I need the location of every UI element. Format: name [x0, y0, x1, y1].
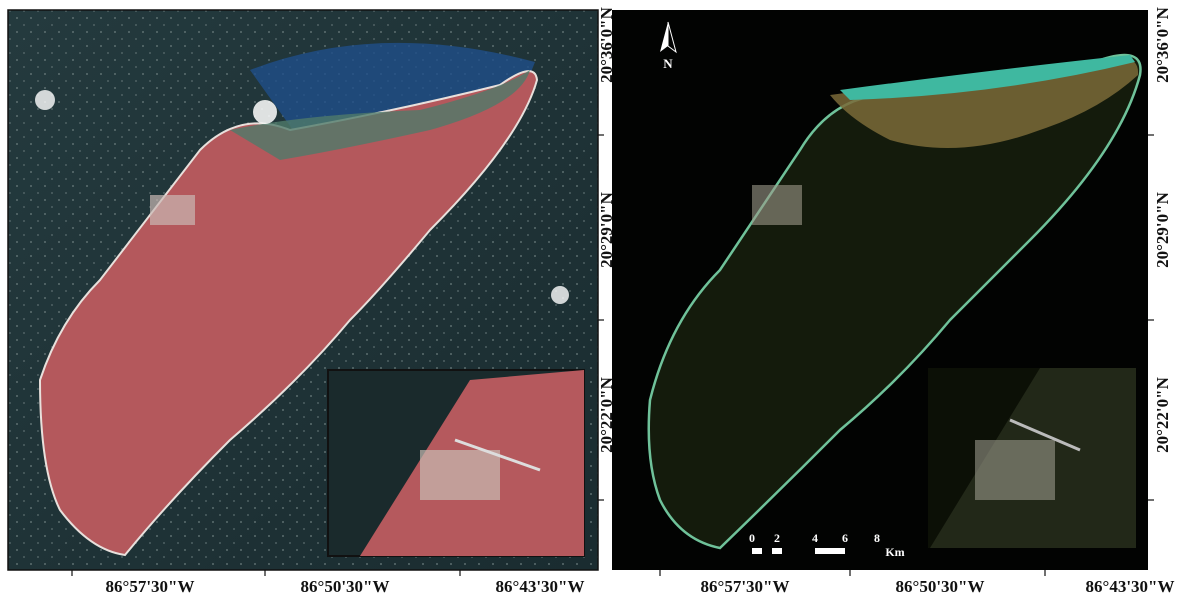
scale-tick-label: 2 [774, 531, 780, 545]
longitude-label: 86°43'30"W [496, 577, 585, 596]
latitude-label: 20°36'0"N [1153, 6, 1172, 82]
inset [928, 368, 1136, 548]
town [150, 195, 195, 225]
right-map [612, 10, 1148, 570]
scale-tick-label: 8 [874, 531, 880, 545]
latitude-label: 20°22'0"N [597, 376, 616, 452]
longitude-label: 86°50'30"W [896, 577, 985, 596]
map-figure: 86°57'30"W 86°50'30"W 86°43'30"W 20°36'0"N 2… [0, 0, 1203, 601]
scale-tick-label: 4 [812, 531, 818, 545]
cloud [35, 90, 55, 110]
cloud [551, 286, 569, 304]
latitude-label: 20°29'0"N [1153, 191, 1172, 267]
cloud [253, 100, 277, 124]
inset [328, 370, 584, 556]
scale-tick-label: 6 [842, 531, 848, 545]
left-map [8, 10, 598, 570]
scale-unit: Km [885, 545, 904, 559]
latitude-label: 20°29'0"N [597, 191, 616, 267]
north-label: N [663, 56, 673, 71]
latitude-label: 20°22'0"N [1153, 376, 1172, 452]
town [752, 185, 802, 225]
longitude-label: 86°50'30"W [301, 577, 390, 596]
latitude-label: 20°36'0"N [597, 6, 616, 82]
longitude-label: 86°57'30"W [106, 577, 195, 596]
scale-tick-label: 0 [749, 531, 755, 545]
longitude-label: 86°43'30"W [1086, 577, 1175, 596]
longitude-label: 86°57'30"W [701, 577, 790, 596]
